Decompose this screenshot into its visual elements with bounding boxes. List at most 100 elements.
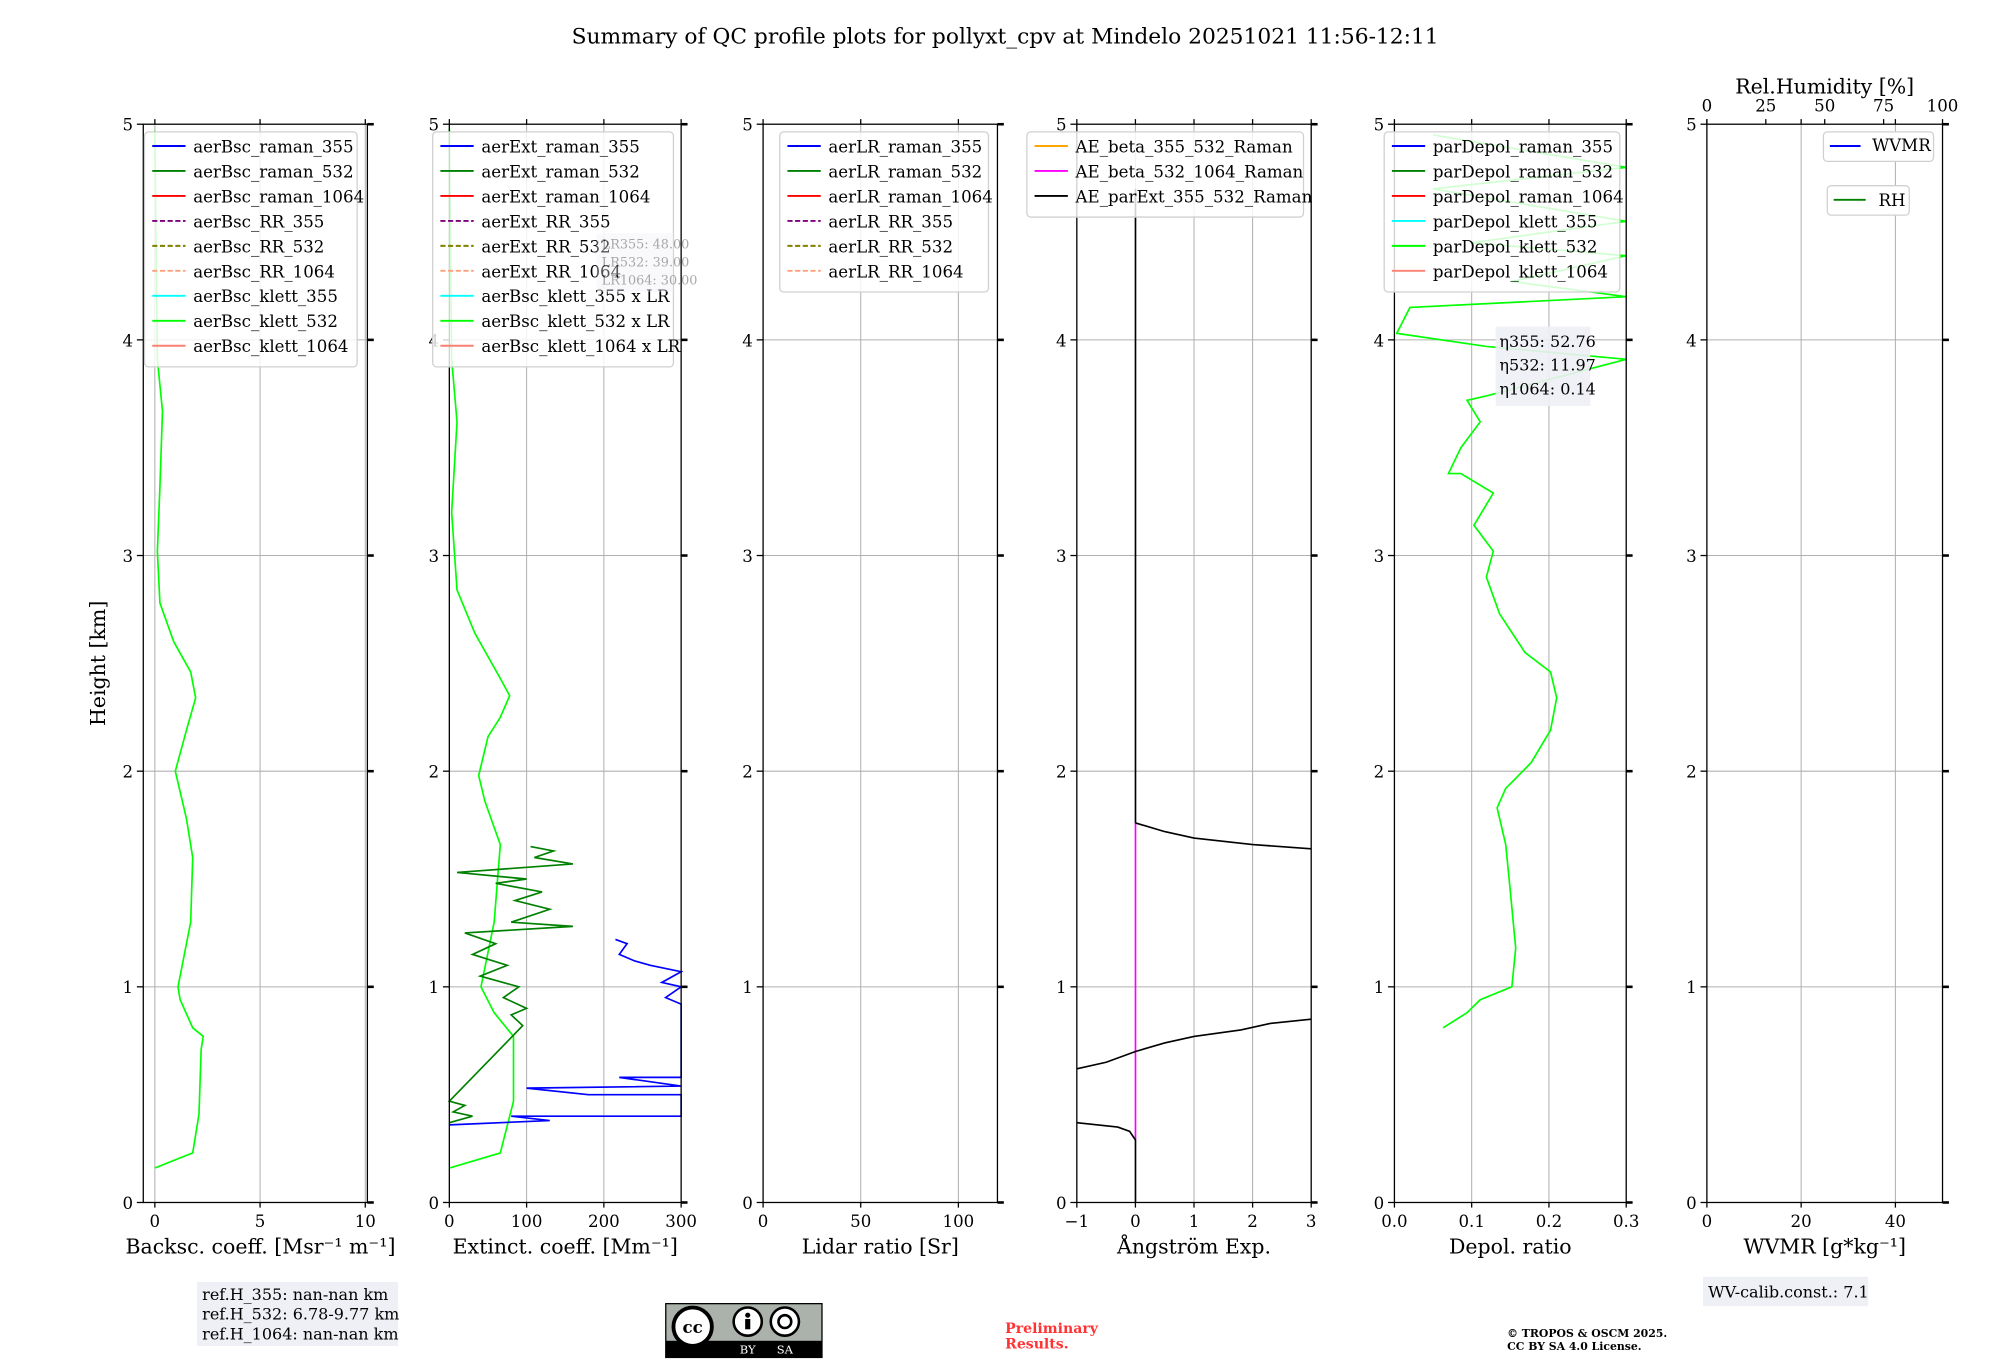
legend-label: parDepol_raman_532 xyxy=(1433,162,1613,181)
cc-icon xyxy=(671,1305,714,1348)
x-axis-label: WVMR [g*kg⁻¹] xyxy=(1743,1235,1906,1259)
x-tick-label: 40 xyxy=(1885,1212,1906,1231)
axes-frame xyxy=(1393,123,1627,1204)
annotation-text: LR532: 39.00 xyxy=(602,255,690,270)
legend-label: parDepol_klett_1064 xyxy=(1433,262,1608,281)
panel-6: 0 20 40 0 1 2 3 4 5 WVMR [g*kg⁻¹] 0 25 50 75 100 Rel.Hu… xyxy=(1686,74,1958,1258)
series-line-ae-parext-355-532-raman xyxy=(1076,1121,1137,1203)
x-tick-label: 0.0 xyxy=(1381,1212,1407,1231)
legend: AE_beta_355_532_Raman AE_beta_532_1064_Ra… xyxy=(1026,131,1313,218)
legend-label: parDepol_raman_355 xyxy=(1433,137,1613,156)
legend-label: aerLR_RR_355 xyxy=(828,212,953,231)
x-axis-label: Extinct. coeff. [Mm⁻¹] xyxy=(453,1235,678,1259)
series-line-ae-parext-355-532-raman xyxy=(1135,822,1312,850)
x-tick-label: 300 xyxy=(665,1212,697,1231)
legend-label: aerBsc_klett_355 x LR xyxy=(481,287,670,306)
y-tick-label: 2 xyxy=(429,763,440,782)
top-x-tick-label: 75 xyxy=(1873,96,1894,115)
preliminary-line1: Preliminary xyxy=(1005,1321,1099,1337)
y-tick-label: 1 xyxy=(1056,978,1067,997)
series-line-ae-parext-355-532-raman xyxy=(1076,1018,1312,1070)
axes-frame xyxy=(762,123,999,1204)
x-tick-label: 3 xyxy=(1306,1212,1317,1231)
legend-label: aerBsc_raman_1064 xyxy=(193,187,364,206)
x-tick-label: 0 xyxy=(1702,1212,1713,1231)
top-x-tick-label: 50 xyxy=(1814,96,1835,115)
legend-label: aerBsc_raman_532 xyxy=(193,162,353,181)
x-tick-label: 1 xyxy=(1189,1212,1200,1231)
x-tick-label: 0.1 xyxy=(1458,1212,1484,1231)
eta-annotation: η355: 52.76 η532: 11.97 η1064: 0.14 xyxy=(1495,326,1596,406)
annotation-text: ref.H_532: 6.78-9.77 km xyxy=(202,1305,399,1324)
x-tick-label: 2 xyxy=(1247,1212,1258,1231)
panel-3: 0 50 100 0 1 2 3 4 5 Lidar ratio [Sr] aerLR_raman_… xyxy=(742,116,1004,1259)
legend-label: parDepol_klett_355 xyxy=(1433,212,1598,231)
x-tick-label: 0 xyxy=(1130,1212,1141,1231)
x-tick-label: 5 xyxy=(255,1212,266,1231)
legend-box xyxy=(143,131,358,368)
legend-label: aerExt_raman_355 xyxy=(481,137,639,156)
x-tick-label: 50 xyxy=(850,1212,871,1231)
legend-label: aerLR_raman_355 xyxy=(828,137,982,156)
figure-title: Summary of QC profile plots for pollyxt_… xyxy=(572,25,1439,50)
legend-label: RH xyxy=(1878,191,1905,210)
annotation-box xyxy=(1703,1276,1869,1307)
legend-box xyxy=(1026,131,1305,218)
axes-frame xyxy=(1706,123,1944,1204)
y-tick-label: 0 xyxy=(1686,1194,1697,1213)
x-tick-label: 0 xyxy=(758,1212,769,1231)
series-line-aerext-raman-355 xyxy=(449,938,684,1126)
top-x-tick-label: 25 xyxy=(1755,96,1776,115)
legend-box xyxy=(1383,131,1621,293)
y-tick-label: 1 xyxy=(1686,978,1697,997)
sa-share-icon xyxy=(769,1306,801,1337)
y-tick-label: 2 xyxy=(122,763,133,782)
legend-label: aerBsc_RR_1064 xyxy=(193,262,335,281)
legend-label: aerExt_RR_1064 xyxy=(481,262,621,281)
annotation-text: η532: 11.97 xyxy=(1499,356,1595,375)
axes-frame xyxy=(142,123,369,1204)
legend-label: aerBsc_RR_532 xyxy=(193,237,324,256)
y-tick-label: 3 xyxy=(1374,547,1385,566)
annotation-text: LR355: 48.00 xyxy=(602,237,690,252)
x-tick-label: 0.2 xyxy=(1536,1212,1562,1231)
panel-5: 0.0 0.1 0.2 0.3 0 1 2 3 4 5 Depol. ratio parDepol_r… xyxy=(1374,116,1640,1259)
annotation-text: η355: 52.76 xyxy=(1499,332,1595,351)
legend-label: aerBsc_klett_1064 xyxy=(193,337,348,356)
legend-label: aerExt_raman_532 xyxy=(481,162,639,181)
annotation-text: ref.H_355: nan-nan km xyxy=(202,1285,388,1304)
annotation-box xyxy=(596,233,674,292)
x-tick-label: 10 xyxy=(355,1212,376,1231)
badge-by: BY xyxy=(740,1343,756,1357)
x-tick-label: −1 xyxy=(1065,1212,1090,1231)
y-tick-label: 2 xyxy=(1056,763,1067,782)
annotation-text: η1064: 0.14 xyxy=(1499,379,1595,398)
legend: aerExt_raman_355 aerExt_raman_532 aerExt_r… xyxy=(432,131,681,368)
annotation-box xyxy=(197,1281,399,1346)
panel-1: 0 5 10 0 1 2 3 4 5 Backsc. coeff. [Msr⁻¹ m⁻¹] aerB… xyxy=(122,116,395,1259)
legend-label: WVMR xyxy=(1872,136,1931,155)
legend: aerBsc_raman_355 aerBsc_raman_532 aerBsc_r… xyxy=(143,131,364,368)
x-tick-label: 0 xyxy=(444,1212,455,1231)
legend-label: aerBsc_raman_355 xyxy=(193,137,353,156)
y-tick-label: 0 xyxy=(429,1194,440,1213)
legend-label: aerExt_RR_355 xyxy=(481,212,610,231)
y-tick-label: 2 xyxy=(1374,763,1385,782)
preliminary-line2: Results. xyxy=(1005,1336,1069,1352)
x-tick-label: 100 xyxy=(511,1212,543,1231)
legend-label: aerBsc_klett_532 xyxy=(193,312,338,331)
legend: parDepol_raman_355 parDepol_raman_532 parD… xyxy=(1383,131,1624,293)
legend-label: AE_beta_532_1064_Raman xyxy=(1075,162,1304,181)
y-tick-label: 1 xyxy=(1374,978,1385,997)
top-x-tick-label: 0 xyxy=(1702,96,1713,115)
x-tick-label: 0 xyxy=(150,1212,161,1231)
copyright-line1: © TROPOS & OSCM 2025. xyxy=(1507,1327,1667,1340)
copyright-line2: CC BY SA 4.0 License. xyxy=(1507,1340,1641,1353)
cc-license-badge[interactable]: cc BY SA xyxy=(665,1303,823,1359)
legend-label: parDepol_raman_1064 xyxy=(1433,187,1624,206)
legend-label: aerBsc_klett_1064 x LR xyxy=(481,337,680,356)
lidar-ratio-annotation: LR355: 48.00 LR532: 39.00 LR1064: 30.00 xyxy=(596,233,697,292)
x-axis-label: Lidar ratio [Sr] xyxy=(802,1235,959,1259)
